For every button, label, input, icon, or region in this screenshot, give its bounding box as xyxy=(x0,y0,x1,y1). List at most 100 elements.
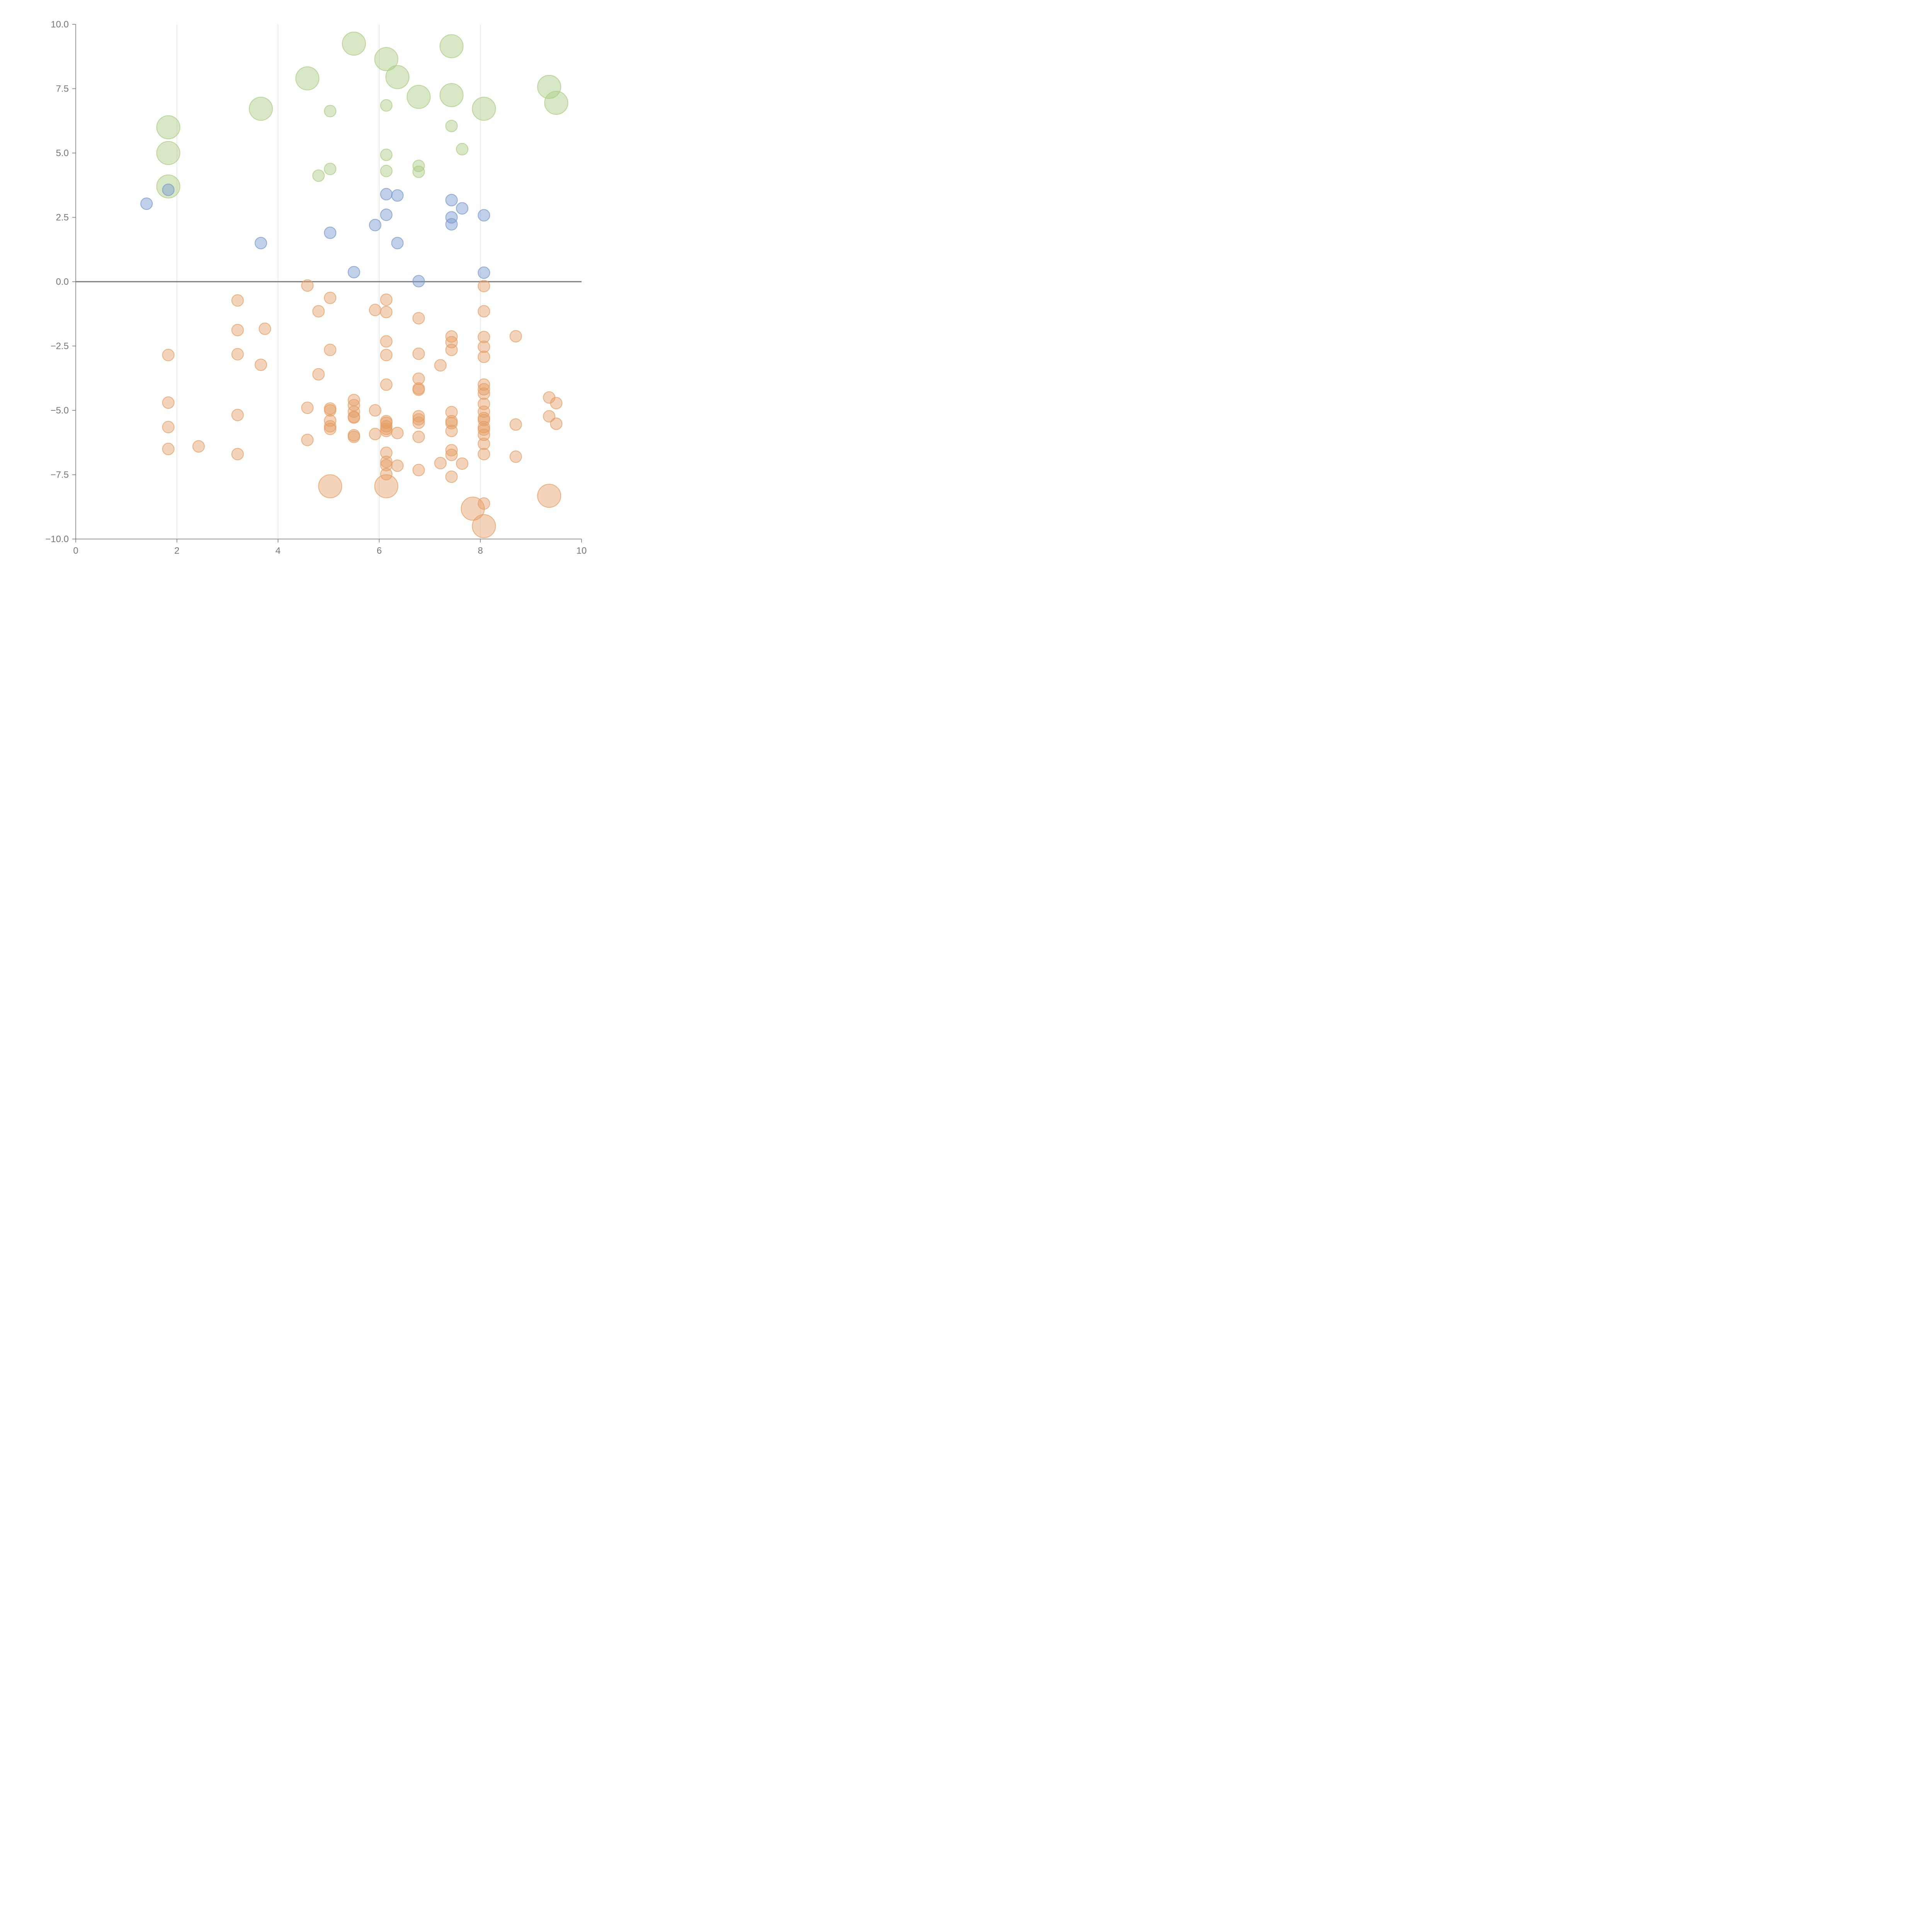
bubble-point-green xyxy=(406,85,431,109)
axes: −10.0 −7.5 −5.0 −2.5 0.0 2.5 5.0 7.5 10.0 0 2 4 6 8 10 xyxy=(45,19,587,556)
bubble-point-orange xyxy=(231,348,244,361)
bubble-point-orange xyxy=(434,359,447,372)
bubble-point-green xyxy=(456,143,469,156)
bubble-point-orange xyxy=(324,291,337,304)
bubble-point-green xyxy=(156,115,180,139)
bubble-point-orange xyxy=(312,305,325,318)
bubble-point-orange xyxy=(391,459,404,472)
bubble-point-orange xyxy=(509,418,522,431)
bubble-point-orange xyxy=(445,444,458,457)
bubble-point-orange xyxy=(550,397,563,410)
bubble-point-blue xyxy=(255,237,267,250)
bubble-point-orange xyxy=(412,383,425,396)
bubble-point-orange xyxy=(374,474,398,498)
bubble-point-blue xyxy=(391,237,404,250)
bubble-point-orange xyxy=(478,405,490,418)
bubble-point-orange xyxy=(412,312,425,325)
bubble-point-orange xyxy=(380,349,393,361)
bubble-point-orange xyxy=(380,378,393,391)
bubble-point-orange xyxy=(456,457,469,470)
bubble-point-orange xyxy=(445,406,458,418)
bubble-point-orange xyxy=(312,368,325,381)
bubble-point-green xyxy=(249,97,273,121)
y-tick-label: −7.5 xyxy=(51,470,69,480)
bubble-point-orange xyxy=(461,497,485,521)
bubble-point-orange xyxy=(445,470,458,483)
bubble-point-orange xyxy=(412,410,425,423)
bubble-point-blue xyxy=(391,189,404,202)
bubble-point-green xyxy=(380,148,393,161)
bubble-point-orange xyxy=(412,413,425,426)
x-tick-label: 2 xyxy=(174,546,179,556)
bubble-point-blue xyxy=(412,275,425,287)
bubble-point-orange xyxy=(380,456,393,468)
bubble-point-orange xyxy=(301,434,314,446)
x-tick-label: 8 xyxy=(478,546,483,556)
bubble-point-orange xyxy=(380,446,393,459)
bubble-point-orange xyxy=(231,324,244,337)
bubble-point-orange xyxy=(478,350,490,363)
x-tick-label: 6 xyxy=(377,546,382,556)
bubble-point-orange xyxy=(445,449,458,461)
bubble-point-blue xyxy=(162,184,175,196)
bubble-point-green xyxy=(439,34,464,58)
bubble-point-blue xyxy=(445,218,458,231)
bubble-point-orange xyxy=(324,344,337,356)
y-tick-label: −10.0 xyxy=(45,534,69,544)
bubble-point-orange xyxy=(478,280,490,293)
y-tick-label: −5.0 xyxy=(51,405,69,416)
bubble-point-blue xyxy=(324,226,337,239)
bubble-point-blue xyxy=(456,202,469,215)
bubble-point-green xyxy=(156,141,180,165)
bubble-point-orange xyxy=(380,425,393,437)
bubble-point-blue xyxy=(380,208,393,221)
bubble-point-orange xyxy=(301,401,314,414)
bubble-point-orange xyxy=(324,422,337,435)
bubble-point-orange xyxy=(301,279,314,292)
bubble-point-green xyxy=(374,47,398,71)
bubble-point-green xyxy=(385,65,410,89)
bubble-point-orange xyxy=(478,387,490,400)
bubble-point-orange xyxy=(478,414,490,427)
bubble-point-blue xyxy=(347,266,360,279)
bubble-point-orange xyxy=(369,304,381,316)
bubble-point-orange xyxy=(543,410,556,423)
bubble-point-orange xyxy=(445,425,458,437)
bubble-point-orange xyxy=(259,322,271,335)
bubble-point-green xyxy=(324,163,337,175)
bubble-point-green xyxy=(439,83,464,107)
bubble-point-green xyxy=(295,66,320,90)
bubble-point-orange xyxy=(162,349,175,361)
bubble-point-orange xyxy=(412,464,425,476)
bubble-point-blue xyxy=(478,209,490,222)
bubble-point-orange xyxy=(391,427,404,439)
bubble-point-orange xyxy=(347,430,360,443)
bubble-point-orange xyxy=(478,305,490,318)
bubble-point-orange xyxy=(412,372,425,385)
bubble-point-orange xyxy=(231,448,244,461)
bubble-point-orange xyxy=(162,421,175,434)
bubble-point-green xyxy=(537,75,561,99)
bubble-point-orange xyxy=(380,335,393,348)
y-tick-label: 7.5 xyxy=(56,84,69,94)
bubble-point-orange xyxy=(347,411,360,424)
bubble-point-blue xyxy=(369,219,381,231)
x-tick-label: 0 xyxy=(73,546,78,556)
bubble-point-orange xyxy=(231,294,244,307)
bubble-point-orange xyxy=(192,440,205,453)
bubble-point-orange xyxy=(369,428,381,440)
y-tick-label: 2.5 xyxy=(56,213,69,223)
bubble-point-green xyxy=(342,31,366,56)
bubble-point-green xyxy=(312,169,325,182)
y-tick-label: 0.0 xyxy=(56,277,69,287)
bubble-point-orange xyxy=(472,514,496,538)
bubble-point-orange xyxy=(478,423,490,436)
bubble-point-orange xyxy=(231,408,244,421)
bubble-point-orange xyxy=(255,359,267,371)
y-tick-label: 5.0 xyxy=(56,148,69,158)
x-tick-label: 4 xyxy=(276,546,281,556)
bubble-point-orange xyxy=(162,396,175,409)
y-tick-label: −2.5 xyxy=(51,341,69,352)
bubble-point-orange xyxy=(478,378,490,391)
bubble-point-orange xyxy=(412,430,425,443)
